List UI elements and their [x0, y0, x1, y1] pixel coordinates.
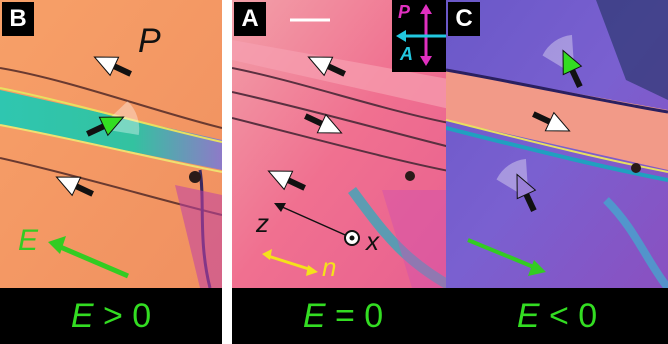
field-arrow-b: [48, 236, 129, 279]
polarization-arrow-c1: [542, 34, 583, 88]
panel-b: B P E E > 0: [0, 0, 222, 344]
director-label: n: [322, 252, 337, 282]
x-axis-label: x: [366, 226, 379, 256]
caption-b-rel: > 0: [93, 297, 152, 335]
field-label: E: [18, 224, 39, 257]
polarization-arrow-a3: [267, 170, 306, 191]
caption-b-var: E: [70, 297, 94, 335]
micrograph-a: [232, 0, 454, 288]
field-arrow-c: [467, 238, 546, 276]
caption-c-var: E: [516, 297, 540, 335]
polarization-arrow-b3: [55, 176, 94, 197]
caption-a: E = 0: [232, 288, 454, 344]
caption-a-rel: = 0: [325, 297, 384, 335]
polarizer-label: P: [398, 2, 411, 22]
z-axis-arrow: [274, 203, 360, 246]
panel-tag-c: C: [448, 2, 480, 36]
micrograph-c: [446, 0, 668, 288]
polarization-arrow-b2: [86, 101, 140, 137]
caption-b: E > 0: [0, 288, 222, 344]
polarization-arrow-c2: [532, 111, 571, 132]
polarization-label: P: [138, 22, 161, 60]
caption-a-var: E: [302, 297, 326, 335]
panel-c: C E < 0: [446, 0, 668, 344]
polarization-arrow-a1: [307, 56, 346, 77]
polarization-arrow-a2: [304, 113, 343, 134]
caption-c-rel: < 0: [539, 297, 598, 335]
z-axis-label: z: [256, 208, 269, 238]
micrograph-b: [0, 0, 222, 288]
caption-c: E < 0: [446, 288, 668, 344]
polarization-arrow-c3: [496, 158, 537, 212]
panel-tag-a: A: [234, 2, 266, 36]
panel-tag-b: B: [2, 2, 34, 36]
analyzer-label: A: [400, 44, 413, 64]
director-arrow: [262, 249, 318, 276]
polarization-arrow-b1: [93, 56, 132, 77]
panel-a: A P A z x n E = 0: [232, 0, 454, 344]
